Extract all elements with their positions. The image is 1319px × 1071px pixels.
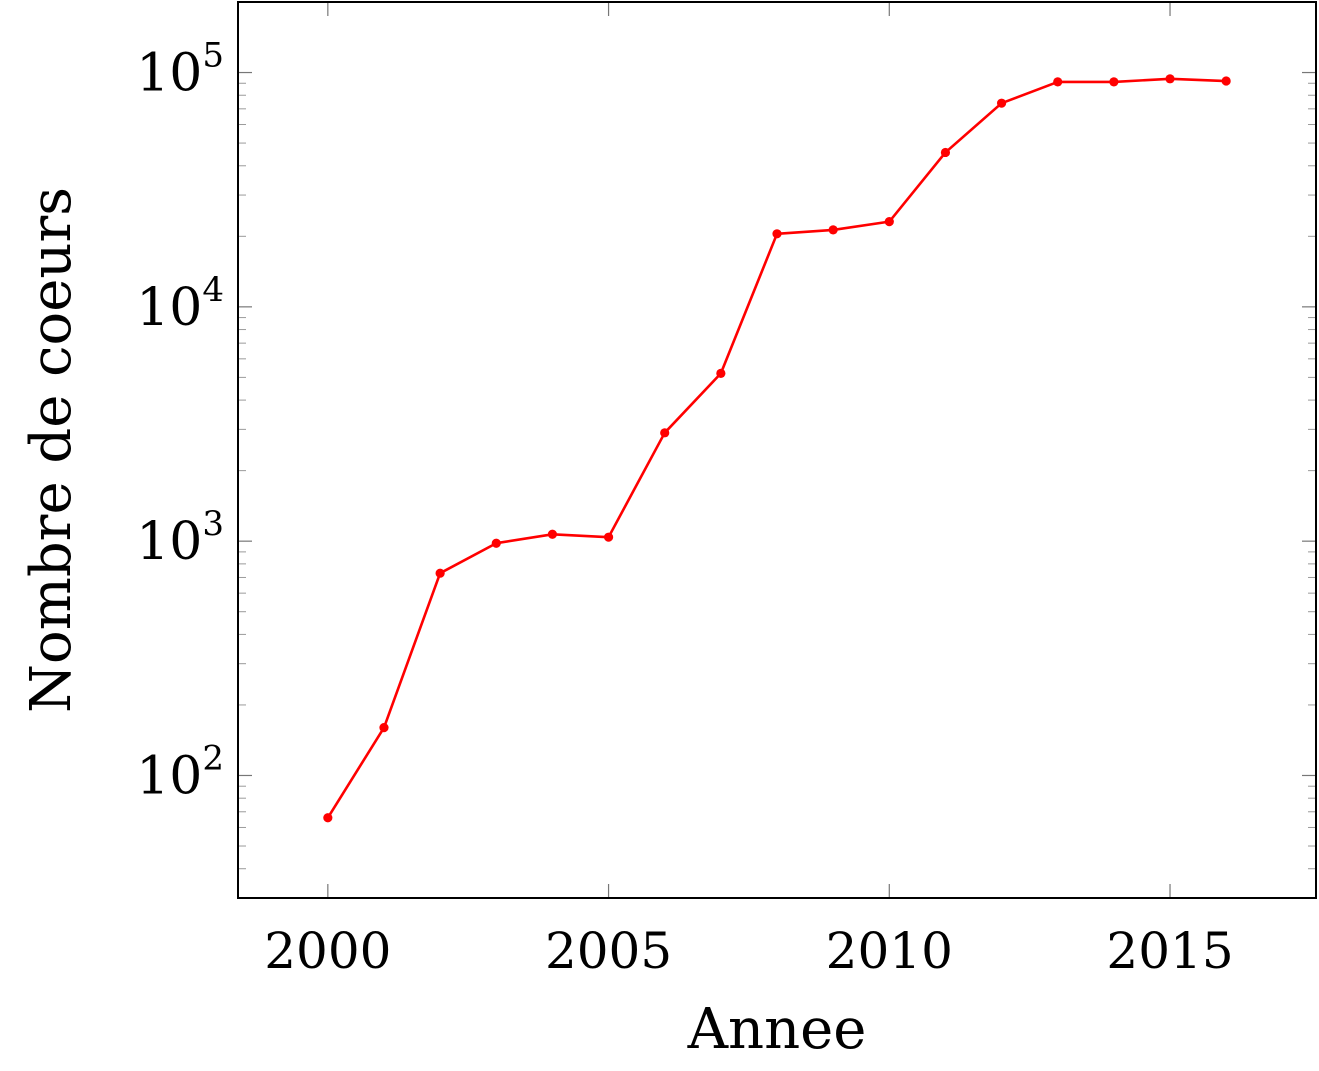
data-point	[716, 368, 726, 378]
data-point	[772, 229, 782, 239]
data-point	[491, 538, 501, 548]
series-layer	[323, 74, 1231, 823]
x-tick-label: 2000	[264, 922, 391, 980]
data-point	[660, 428, 670, 438]
data-point	[379, 723, 389, 733]
data-point	[603, 532, 614, 542]
x-tick-label: 2005	[545, 922, 672, 980]
data-point	[547, 529, 558, 539]
x-tick-labels: 2000 2005 2010 2015	[264, 922, 1233, 980]
x-axis-label: Annee	[687, 997, 867, 1062]
x-tick-label: 2010	[826, 922, 953, 980]
data-point	[940, 147, 951, 158]
data-point	[1109, 77, 1119, 87]
data-point	[884, 217, 894, 227]
data-point	[1221, 76, 1231, 86]
data-point	[1053, 77, 1063, 87]
data-point	[323, 813, 333, 823]
data-point	[1165, 74, 1175, 84]
series-line	[326, 77, 1227, 819]
data-point	[996, 98, 1007, 108]
axis-ticks	[238, 1, 1316, 899]
y-tick-label: 104	[136, 270, 224, 338]
data-point	[828, 225, 838, 235]
y-tick-label: 105	[136, 36, 224, 104]
x-tick-label: 2015	[1106, 922, 1233, 980]
y-axis-label: Nombre de coeurs	[19, 187, 84, 713]
plot-frame	[237, 1, 1317, 899]
y-tick-label: 103	[136, 504, 224, 572]
data-point	[435, 568, 445, 578]
y-tick-label: 102	[136, 738, 224, 806]
y-tick-labels: 102 103 104 105	[136, 36, 224, 807]
